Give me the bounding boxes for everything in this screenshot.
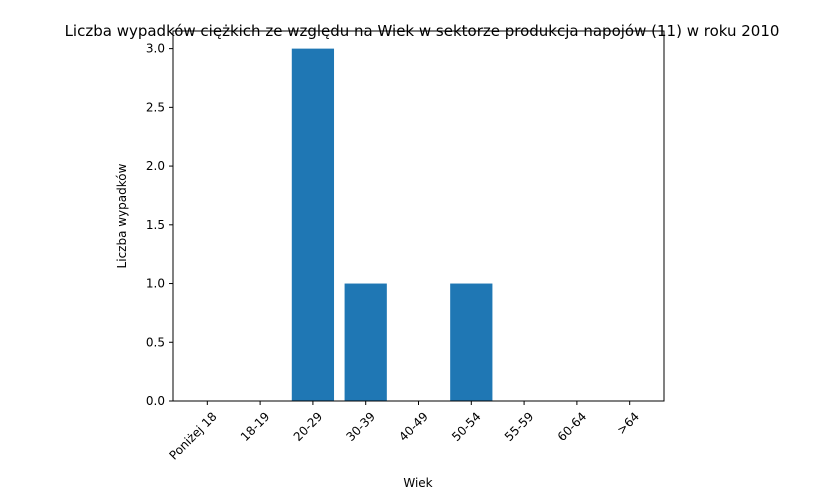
y-tick-label-4: 2.0 xyxy=(146,159,165,173)
x-tick-label-3: 30-39 xyxy=(343,409,378,444)
y-tick-label-6: 3.0 xyxy=(146,42,165,56)
x-tick-label-6: 55-59 xyxy=(502,409,537,444)
x-axis: Poniżej 18 18-19 20-29 30-39 40-49 50-54 55-59… xyxy=(166,401,642,463)
bar-5 xyxy=(450,283,493,401)
x-tick-label-1: 18-19 xyxy=(238,409,273,444)
x-tick-label-0: Poniżej 18 xyxy=(166,409,219,462)
y-tick-label-3: 1.5 xyxy=(146,218,165,232)
plot-frame xyxy=(172,30,665,402)
y-tick-label-1: 0.5 xyxy=(146,335,165,349)
y-tick-label-5: 2.5 xyxy=(146,100,165,114)
x-tick-label-8: >64 xyxy=(614,409,642,437)
x-tick-label-4: 40-49 xyxy=(396,409,431,444)
y-tick-label-2: 1.0 xyxy=(146,277,165,291)
x-axis-label: Wiek xyxy=(403,476,432,490)
x-tick-label-2: 20-29 xyxy=(291,409,326,444)
bar-2 xyxy=(291,48,335,402)
bar-3 xyxy=(344,283,387,401)
x-tick-label-5: 50-54 xyxy=(449,409,484,444)
y-axis: 0.0 0.5 1.0 1.5 2.0 2.5 3.0 xyxy=(146,42,173,408)
y-axis-label: Liczba wypadków xyxy=(115,163,129,268)
bars-group xyxy=(291,48,493,402)
x-tick-label-7: 60-64 xyxy=(555,409,590,444)
y-tick-label-0: 0.0 xyxy=(146,394,165,408)
